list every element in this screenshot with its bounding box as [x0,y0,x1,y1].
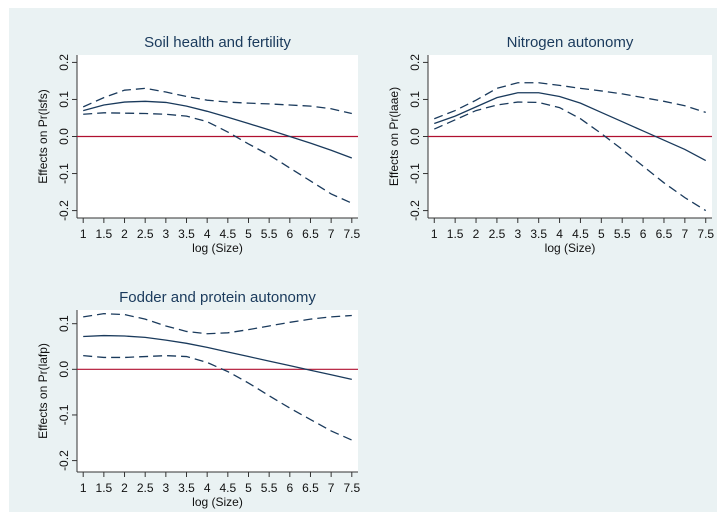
x-tick-label: 3.5 [178,227,195,241]
y-tick-label: -0.1 [408,163,422,184]
x-tick-label: 7.5 [343,481,360,495]
x-tick-label: 3 [163,481,170,495]
x-tick-label: 6 [286,481,293,495]
y-tick-label: 0.0 [57,128,71,145]
estimate-line [434,92,707,162]
y-tick-label: 0.2 [408,54,422,71]
confidence-line [83,354,353,441]
confidence-line [434,101,707,212]
x-tick-label: 4 [204,227,211,241]
x-tick-label: 7 [328,481,335,495]
y-tick-label: 0.0 [408,128,422,145]
x-tick-label: 4.5 [572,227,589,241]
y-axis-label: Effects on Pr(laae) [387,87,401,186]
y-axis-label: Effects on Pr(lafp) [36,343,50,439]
x-tick-label: 1 [80,481,87,495]
y-tick-label: -0.1 [57,404,71,425]
y-tick-label: 0.1 [408,91,422,108]
confidence-line [83,112,353,204]
estimate-line [83,100,353,159]
x-tick-label: 7 [682,227,689,241]
x-tick-label: 1.5 [447,227,464,241]
x-tick-label: 5 [245,481,252,495]
confidence-line [434,82,706,120]
x-tick-label: 6.5 [302,227,319,241]
panel-title: Nitrogen autonomy [507,34,634,51]
panel-title: Fodder and protein autonomy [119,289,316,306]
x-tick-label: 7.5 [697,227,714,241]
x-tick-label: 6.5 [302,481,319,495]
plot-area [77,310,358,472]
x-tick-label: 1 [431,227,438,241]
y-tick-label: 0.2 [57,54,71,71]
x-tick-label: 1 [80,227,87,241]
x-tick-label: 7.5 [343,227,360,241]
x-tick-label: 5.5 [261,481,278,495]
x-tick-label: 2.5 [137,227,154,241]
y-tick-label: 0.0 [57,361,71,378]
x-tick-label: 3 [514,227,521,241]
x-tick-label: 3 [163,227,170,241]
x-tick-label: 7 [328,227,335,241]
y-axis-label: Effects on Pr(lsfs) [36,89,50,183]
x-tick-label: 2 [473,227,480,241]
panel-title: Soil health and fertility [144,34,291,51]
x-tick-label: 1.5 [96,481,113,495]
x-tick-label: 2.5 [489,227,506,241]
x-tick-label: 4 [556,227,563,241]
y-tick-label: -0.2 [57,200,71,221]
x-tick-label: 6.5 [656,227,673,241]
x-tick-label: 4 [204,481,211,495]
y-tick-label: -0.2 [408,200,422,221]
x-tick-label: 3.5 [178,481,195,495]
x-axis-label: log (Size) [192,241,243,255]
x-tick-label: 4.5 [219,227,236,241]
y-tick-label: 0.1 [57,91,71,108]
y-tick-label: 0.1 [57,315,71,332]
confidence-line [83,312,352,335]
estimate-line [83,334,352,380]
x-tick-label: 5 [598,227,605,241]
confidence-line [82,87,352,115]
x-axis-label: log (Size) [192,495,243,509]
x-tick-label: 2 [121,481,128,495]
x-tick-label: 2 [121,227,128,241]
x-tick-label: 2.5 [137,481,154,495]
x-tick-label: 4.5 [219,481,236,495]
x-tick-label: 3.5 [530,227,547,241]
x-tick-label: 6 [640,227,647,241]
x-axis-label: log (Size) [545,241,596,255]
y-tick-label: -0.1 [57,163,71,184]
x-tick-label: 6 [286,227,293,241]
x-tick-label: 1.5 [96,227,113,241]
x-tick-label: 5.5 [261,227,278,241]
x-tick-label: 5.5 [614,227,631,241]
y-tick-label: -0.2 [57,450,71,471]
x-tick-label: 5 [245,227,252,241]
